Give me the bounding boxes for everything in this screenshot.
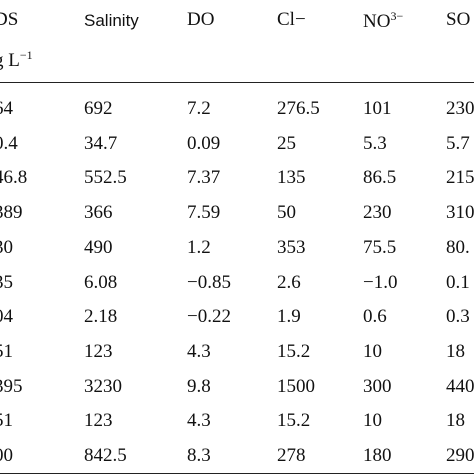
header-col0-unit: g L	[0, 50, 20, 71]
cell-salinity: 123	[84, 410, 113, 432]
cell-sulfate: 18	[446, 410, 465, 432]
cell-chloride: 25	[277, 132, 296, 154]
cell-nitrate: 10	[363, 340, 382, 362]
cell-nitrate: −1.0	[363, 271, 398, 293]
cell-nitrate: 101	[363, 98, 392, 119]
header-nitrate-charge: 3−	[390, 9, 404, 23]
cell-do: 4.3	[187, 340, 211, 362]
cell-do: 4.3	[187, 410, 211, 432]
cell-chloride: 353	[277, 236, 306, 258]
cell-chloride: 1.9	[277, 306, 301, 328]
cell-col0: 395	[0, 375, 23, 397]
cell-sulfate: 215	[446, 167, 474, 189]
cell-do: 7.59	[187, 202, 221, 224]
cell-do: 0.09	[187, 132, 221, 154]
cell-nitrate: 0.6	[363, 306, 387, 328]
cell-sulfate: 230	[446, 98, 474, 119]
cell-col0: 35	[0, 271, 13, 293]
cell-nitrate: 300	[363, 375, 392, 397]
cell-col0: 04	[0, 306, 13, 328]
header-nitrate-base: NO	[363, 11, 391, 32]
cell-salinity: 123	[84, 340, 113, 362]
header-col0-line2: g L−1	[0, 49, 33, 70]
cell-salinity: 3230	[84, 375, 122, 397]
header-col0-unit-exp: −1	[19, 48, 33, 62]
cell-nitrate: 180	[363, 445, 392, 466]
cell-sulfate: 0.1	[446, 271, 470, 293]
cell-sulfate: 80.	[446, 236, 470, 258]
cell-salinity: 2.18	[84, 306, 118, 328]
cell-col0: 46.8	[0, 167, 28, 189]
cell-chloride: 1500	[277, 375, 315, 397]
cell-do: 8.3	[187, 445, 211, 466]
cell-chloride: 276.5	[277, 98, 320, 119]
header-divider	[0, 82, 474, 83]
cell-chloride: 15.2	[277, 410, 311, 432]
cell-col0: 00	[0, 445, 13, 466]
cell-do: 7.2	[187, 98, 211, 119]
cell-do: 7.37	[187, 167, 221, 189]
cell-col0: 389	[0, 202, 23, 224]
cell-chloride: 50	[277, 202, 296, 224]
cell-col0: 51	[0, 410, 13, 432]
cell-do: −0.22	[187, 306, 231, 328]
cell-chloride: 278	[277, 445, 306, 466]
cell-salinity: 490	[84, 236, 113, 258]
cell-salinity: 842.5	[84, 445, 127, 466]
cell-do: 9.8	[187, 375, 211, 397]
cell-nitrate: 10	[363, 410, 382, 432]
header-salinity: Salinity	[84, 11, 139, 30]
cell-sulfate: 0.3	[446, 306, 470, 328]
cell-sulfate: 310	[446, 202, 474, 224]
cell-sulfate: 440	[446, 375, 474, 397]
cell-chloride: 15.2	[277, 340, 311, 362]
cell-nitrate: 5.3	[363, 132, 387, 154]
cell-sulfate: 290	[446, 445, 474, 466]
cell-nitrate: 86.5	[363, 167, 397, 189]
cell-salinity: 34.7	[84, 132, 118, 154]
cell-col0: 0.4	[0, 132, 18, 154]
cell-col0: 30	[0, 236, 13, 258]
header-do: DO	[187, 9, 215, 30]
cell-sulfate: 5.7	[446, 132, 470, 154]
cell-chloride: 2.6	[277, 271, 301, 293]
header-nitrate: NO3−	[363, 10, 403, 31]
cell-nitrate: 230	[363, 202, 392, 224]
header-chloride: Cl−	[277, 9, 306, 30]
cell-sulfate: 18	[446, 340, 465, 362]
cell-col0: 51	[0, 340, 13, 362]
cell-salinity: 6.08	[84, 271, 118, 293]
cell-col0: 64	[0, 98, 13, 119]
cell-do: −0.85	[187, 271, 231, 293]
header-sulfate: SO	[446, 9, 471, 30]
cell-salinity: 366	[84, 202, 113, 224]
cell-nitrate: 75.5	[363, 236, 397, 258]
cell-salinity: 552.5	[84, 167, 127, 189]
cell-salinity: 692	[84, 98, 113, 119]
cell-chloride: 135	[277, 167, 306, 189]
header-col0-line1: DS	[0, 9, 19, 30]
cell-do: 1.2	[187, 236, 211, 258]
